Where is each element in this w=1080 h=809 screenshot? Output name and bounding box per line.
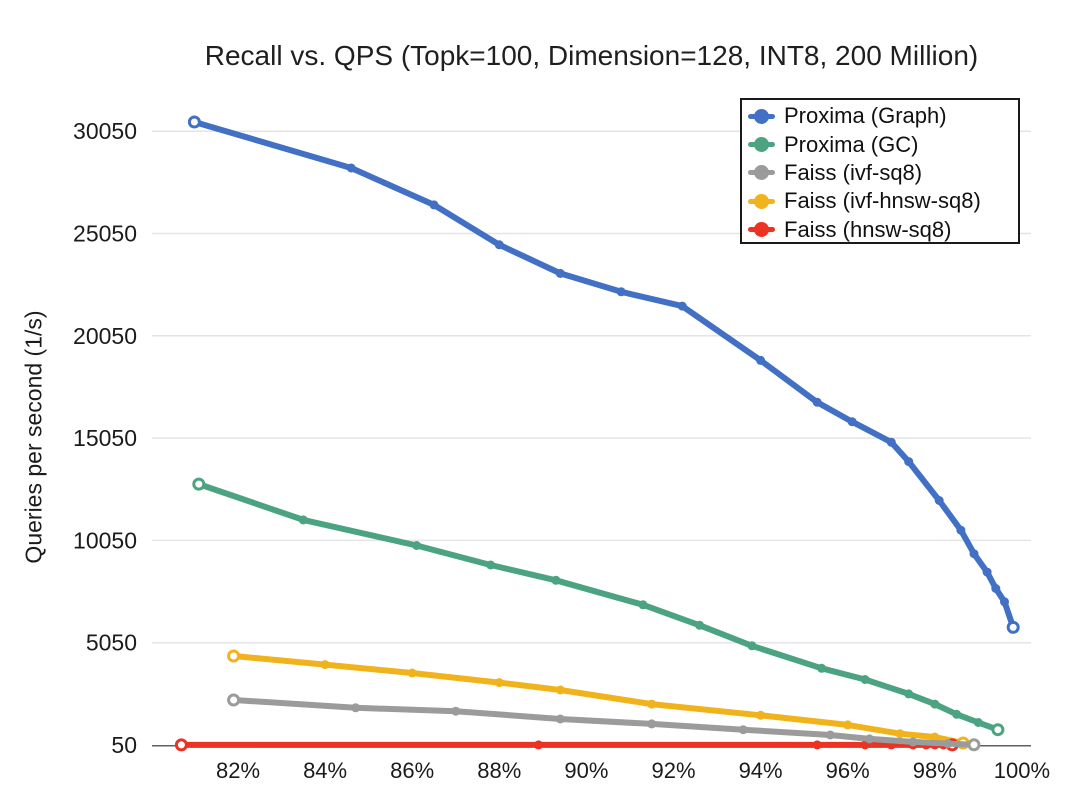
y-tick-label-25050: 25050 [73,221,137,247]
series-point-faiss-ivf-sq8-6 [825,730,835,740]
legend-label: Faiss (ivf-sq8) [784,159,923,185]
series-point-proxima-gc-10 [904,689,914,699]
x-tick-label-82: 82% [216,758,260,783]
legend-marker-icon [748,222,775,238]
series-point-proxima-gc-1 [298,515,308,525]
legend-item-faiss-ivf-hnsw-sq8: Faiss (ivf-hnsw-sq8) [748,187,1018,215]
x-tick-label-92: 92% [651,758,695,783]
legend-item-proxima-graph: Proxima (Graph) [748,102,1018,130]
series-point-proxima-graph-3 [494,240,504,250]
series-point-faiss-ivf-sq8-1 [351,703,361,713]
series-point-proxima-gc-7 [747,641,757,651]
legend-marker-icon [748,108,775,124]
x-tick-label-100: 100% [994,758,1050,783]
legend-marker-icon [748,193,775,209]
x-tick-label-88: 88% [477,758,521,783]
series-point-faiss-ivf-hnsw-sq8-0 [227,649,241,663]
series-point-faiss-ivf-sq8-7 [865,734,874,744]
series-point-proxima-gc-5 [638,600,648,610]
series-point-faiss-ivf-hnsw-sq8-4 [555,685,565,695]
series-line-faiss-ivf-sq8 [230,697,977,748]
legend-label: Proxima (Graph) [784,103,947,129]
series-point-proxima-graph-2 [429,200,439,210]
series-point-proxima-graph-12 [934,496,944,505]
x-tick-label-84: 84% [303,758,347,783]
series-point-proxima-graph-8 [812,397,822,407]
series-point-proxima-gc-3 [486,560,496,570]
series-point-faiss-ivf-hnsw-sq8-8 [895,729,905,739]
series-point-faiss-ivf-hnsw-sq8-9 [930,732,940,742]
y-tick-label-20050: 20050 [73,323,137,349]
series-point-faiss-ivf-hnsw-sq8-1 [320,660,330,670]
series-point-proxima-gc-4 [551,575,561,585]
series-point-proxima-graph-1 [346,163,356,173]
x-tick-label-98: 98% [913,758,957,783]
series-point-proxima-gc-12 [952,709,962,719]
legend-label: Faiss (ivf-hnsw-sq8) [784,188,981,214]
series-point-faiss-ivf-sq8-4 [647,719,657,729]
series-point-proxima-graph-9 [847,417,857,427]
series-point-faiss-ivf-sq8-0 [227,693,241,707]
series-point-proxima-graph-10 [886,437,896,447]
series-point-proxima-graph-16 [991,584,1001,593]
legend: Proxima (Graph) Proxima (GC) Faiss (ivf-sq… [740,98,1020,244]
legend-item-faiss-ivf-sq8: Faiss (ivf-sq8) [748,159,1018,187]
chart-title: Recall vs. QPS (Topk=100, Dimension=128,… [204,40,979,71]
legend-item-faiss-hnsw-sq8: Faiss (hnsw-sq8) [748,216,1018,244]
series-point-faiss-ivf-sq8-9 [943,739,953,749]
series-point-proxima-gc-14 [991,723,1005,737]
series-point-proxima-gc-11 [930,699,940,709]
series-point-proxima-gc-8 [817,663,827,673]
legend-marker-icon [748,165,775,181]
series-point-faiss-ivf-sq8-8 [908,737,918,747]
y-tick-label-30050: 30050 [73,118,137,144]
series-point-faiss-ivf-sq8-5 [738,725,748,735]
series-point-faiss-hnsw-sq8-1 [534,740,543,750]
series-point-faiss-ivf-hnsw-sq8-6 [756,710,766,720]
series-point-proxima-graph-13 [956,525,966,535]
series-point-proxima-graph-15 [982,567,992,577]
series-point-proxima-gc-13 [973,718,983,727]
x-tick-label-96: 96% [826,758,870,783]
series-point-proxima-graph-4 [555,268,565,278]
x-tick-label-94: 94% [739,758,783,783]
legend-label: Proxima (GC) [784,131,919,157]
y-tick-label-10050: 10050 [73,527,137,553]
y-tick-label-15050: 15050 [73,425,137,451]
y-tick-label-50: 50 [111,732,137,758]
series-point-faiss-ivf-sq8-10 [967,738,981,752]
series-point-proxima-graph-7 [756,355,766,365]
legend-item-proxima-gc: Proxima (GC) [748,130,1018,158]
series-point-proxima-gc-0 [192,477,206,491]
series-point-proxima-gc-9 [860,675,870,684]
series-point-proxima-graph-5 [616,287,626,297]
series-point-proxima-graph-14 [969,549,979,559]
series-point-faiss-ivf-hnsw-sq8-2 [407,668,417,678]
legend-label: Faiss (hnsw-sq8) [784,216,952,242]
series-line-faiss-ivf-hnsw-sq8 [230,653,967,746]
series-point-proxima-graph-11 [904,457,914,467]
series-point-faiss-ivf-sq8-2 [451,706,461,716]
series-point-faiss-ivf-sq8-3 [555,714,565,724]
x-tick-label-90: 90% [564,758,608,783]
series-point-proxima-gc-2 [412,541,422,550]
y-tick-label-5050: 5050 [86,630,137,656]
legend-marker-icon [748,137,775,153]
series-point-faiss-hnsw-sq8-0 [174,738,188,752]
series-point-proxima-graph-6 [677,301,687,311]
series-point-proxima-graph-17 [1000,597,1009,607]
series-point-faiss-ivf-hnsw-sq8-7 [843,720,853,730]
series-point-proxima-gc-6 [695,620,705,630]
series-point-faiss-ivf-hnsw-sq8-5 [647,699,657,709]
series-point-faiss-hnsw-sq8-2 [812,740,822,750]
series-point-proxima-graph-0 [187,115,201,129]
series-point-faiss-ivf-hnsw-sq8-3 [494,678,504,688]
x-tick-label-86: 86% [390,758,434,783]
series-point-proxima-graph-18 [1006,620,1020,634]
